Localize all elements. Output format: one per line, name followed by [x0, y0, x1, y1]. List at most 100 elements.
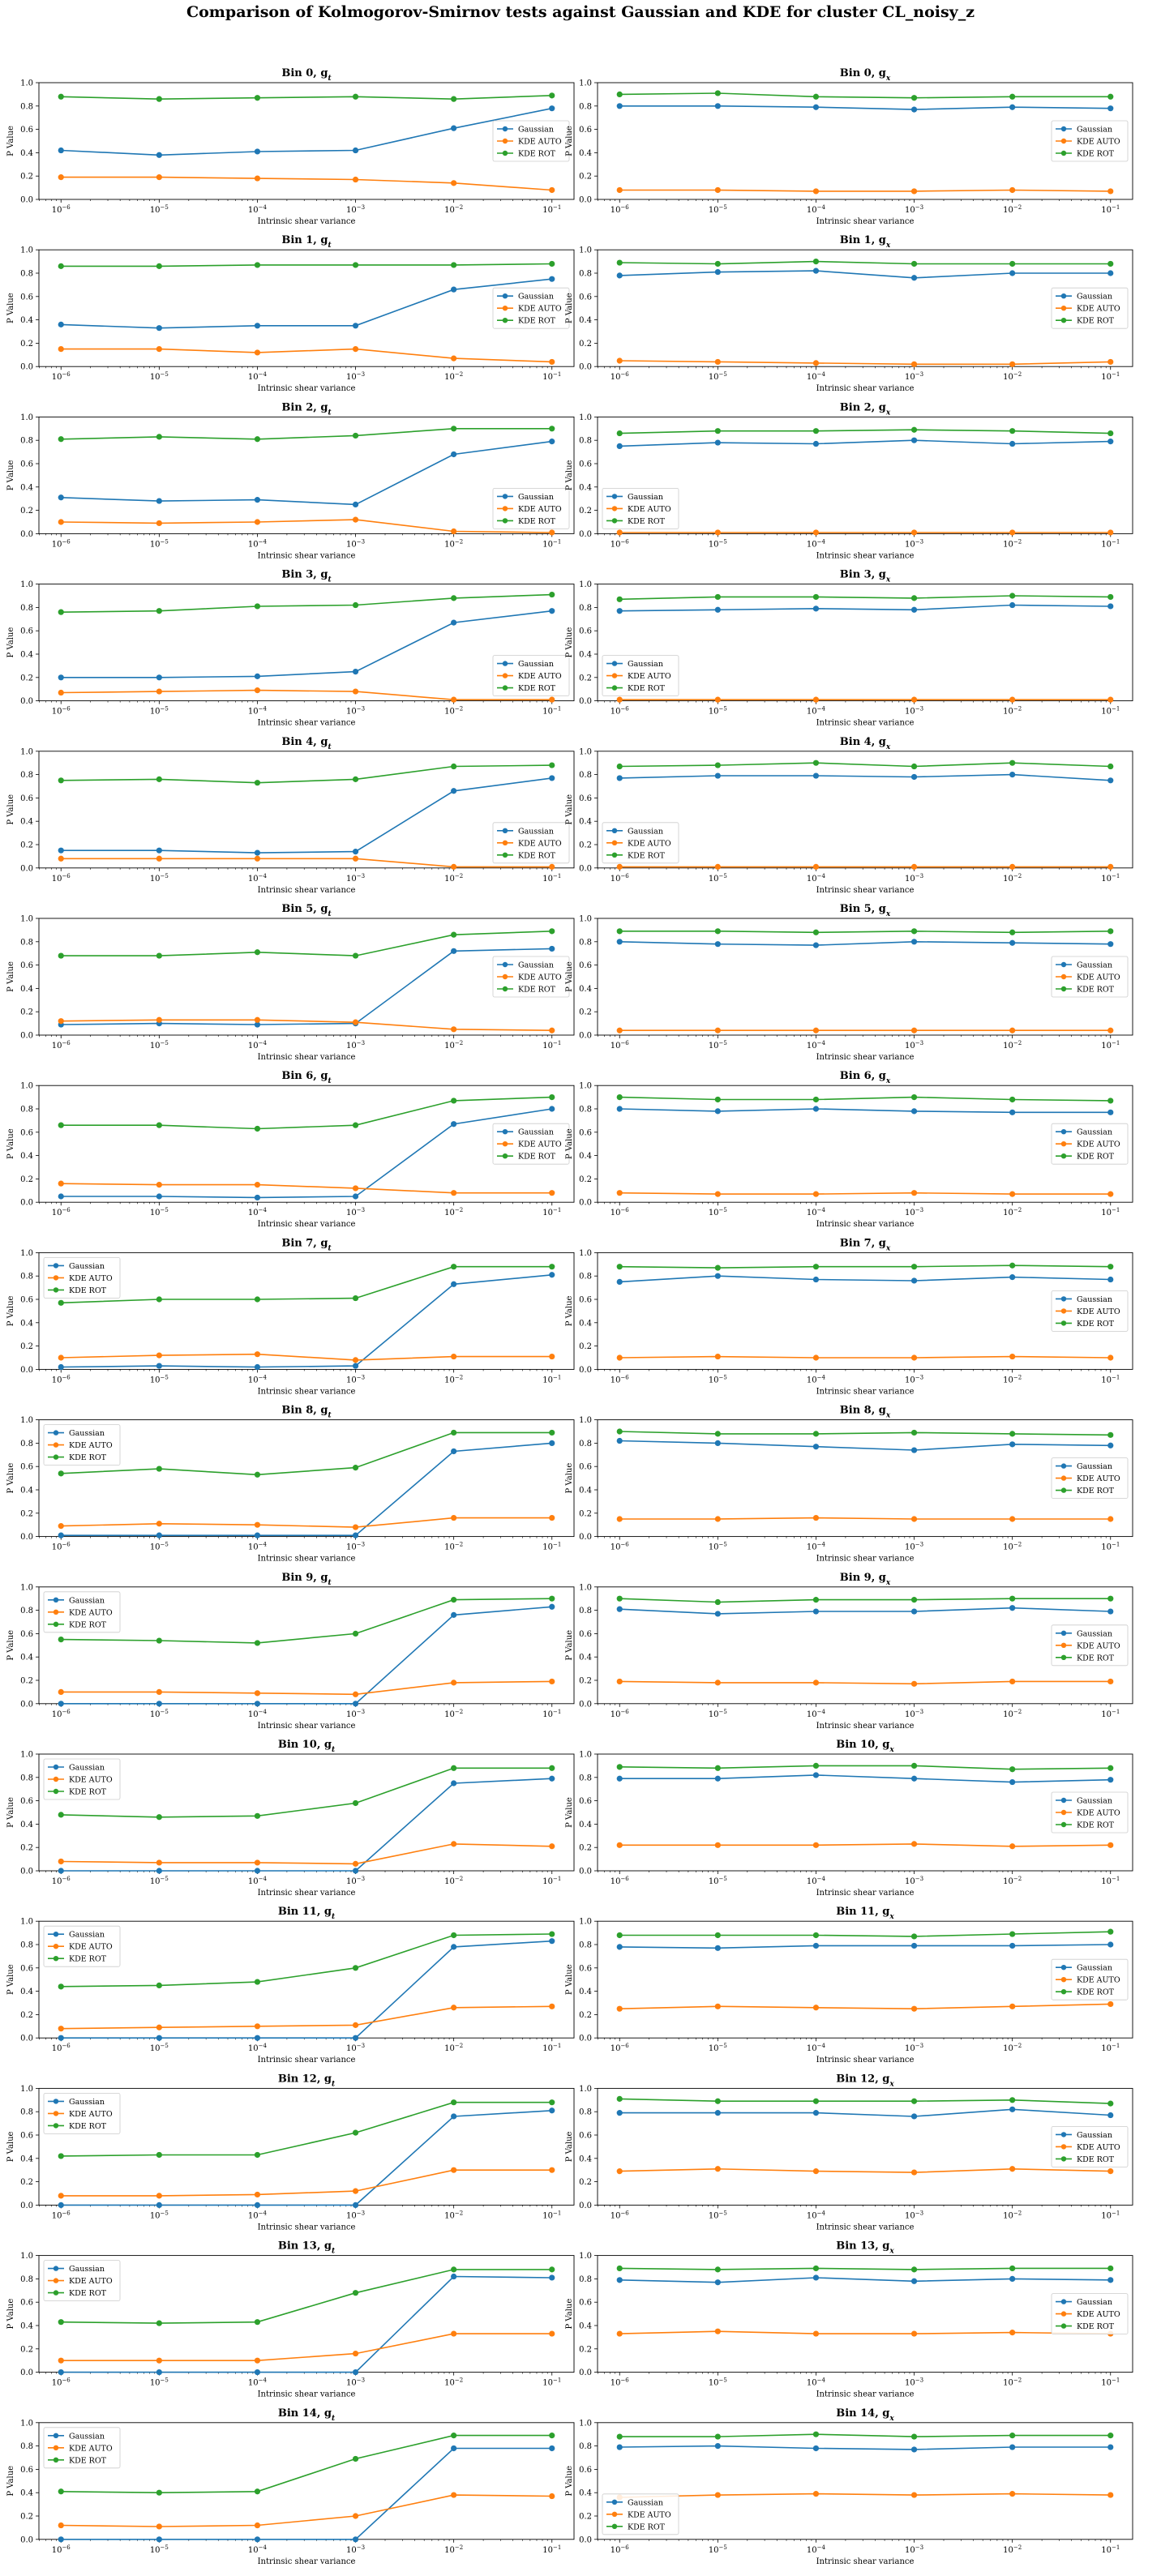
x-tick-label: 10−2 — [444, 2544, 463, 2555]
data-point — [549, 2330, 555, 2337]
y-tick-label: 0.6 — [579, 1296, 592, 1305]
legend-label: KDE AUTO — [1077, 1641, 1120, 1650]
data-point — [451, 1190, 457, 1196]
data-point — [58, 855, 64, 862]
data-point — [714, 358, 721, 366]
legend-marker — [53, 2445, 59, 2450]
legend-label: Gaussian — [69, 1596, 105, 1605]
legend-label: KDE AUTO — [69, 1608, 113, 1617]
data-point — [156, 855, 162, 862]
legend-label: KDE AUTO — [628, 672, 671, 681]
series-line — [619, 1192, 1111, 1195]
data-point — [451, 180, 457, 186]
data-point — [156, 2489, 162, 2496]
legend: Gaussian KDE AUTO KDE ROT — [43, 2092, 121, 2134]
legend-label: Gaussian — [69, 1931, 105, 1940]
legend-marker — [1060, 986, 1067, 992]
y-tick-label: 0.0 — [20, 1366, 33, 1375]
legend-marker — [502, 1141, 508, 1147]
subplot-title: Bin 13, gx — [836, 2240, 894, 2256]
data-point — [910, 2433, 918, 2440]
data-point — [58, 321, 64, 327]
y-tick-label: 1.0 — [20, 1249, 33, 1258]
y-tick-label: 0.8 — [20, 2442, 33, 2451]
y-tick-label: 0.8 — [20, 771, 33, 780]
data-point — [156, 1182, 162, 1188]
data-point — [352, 1019, 359, 1025]
y-tick-label: 0.0 — [579, 2202, 592, 2210]
data-point — [910, 1429, 918, 1436]
data-point — [1009, 1262, 1016, 1269]
data-point — [58, 346, 64, 353]
x-tick-label: 10−2 — [444, 1542, 463, 1552]
y-tick-label: 0.0 — [579, 1366, 592, 1375]
legend: Gaussian KDE AUTO KDE ROT — [492, 956, 570, 998]
series-line — [619, 360, 1111, 366]
legend-marker — [1060, 1141, 1067, 1147]
plot-frame — [597, 2422, 1133, 2540]
data-point — [714, 1516, 721, 1522]
x-tick-label: 10−2 — [1003, 1876, 1022, 1886]
series-line — [61, 764, 552, 784]
series-line — [619, 1440, 1111, 1451]
legend-label: Gaussian — [69, 2432, 105, 2441]
x-tick-label: 10−5 — [709, 1542, 727, 1552]
x-tick-label: 10−3 — [905, 2210, 923, 2220]
data-point — [254, 1979, 261, 1985]
data-point — [616, 1027, 623, 1033]
x-tick-label: 10−6 — [610, 1709, 630, 1719]
y-tick-label: 0.2 — [20, 340, 33, 349]
data-point — [58, 2026, 64, 2032]
legend: Gaussian KDE AUTO KDE ROT — [43, 2427, 121, 2469]
legend-label: Gaussian — [518, 126, 554, 135]
data-point — [1009, 1516, 1016, 1522]
y-tick-label: 0.6 — [20, 1630, 33, 1639]
legend-box — [492, 120, 570, 162]
data-point — [254, 2369, 261, 2376]
x-tick-label: 10−4 — [807, 1876, 826, 1886]
legend-marker — [502, 306, 508, 311]
subplot-title: Bin 6, gt — [281, 1070, 332, 1085]
legend-label: KDE ROT — [518, 1153, 556, 1162]
data-point — [156, 1868, 162, 1874]
subplot: Bin 9, gt 0.0 0.2 0.4 0.6 0.8 1.0 10−6 10−5 10−4 1… — [6, 1572, 575, 1731]
series-line — [619, 2167, 1111, 2173]
data-point — [254, 1021, 261, 1028]
x-tick-label: 10−5 — [709, 2210, 727, 2220]
y-tick-label: 0.4 — [20, 1319, 33, 1328]
y-tick-label: 0.6 — [579, 1630, 592, 1639]
y-tick-label: 0.6 — [579, 1128, 592, 1137]
data-point — [1009, 2166, 1016, 2172]
y-axis-label: P Value — [6, 1964, 15, 1995]
legend-marker — [502, 126, 508, 132]
data-point — [549, 696, 555, 703]
legend-label: Gaussian — [628, 827, 663, 836]
data-point — [812, 529, 820, 536]
y-axis-label: P Value — [565, 961, 574, 992]
x-axis-label: Intrinsic shear variance — [258, 1387, 356, 1396]
legend-label: KDE ROT — [1077, 1153, 1115, 1162]
data-point — [156, 325, 162, 332]
legend: Gaussian KDE AUTO KDE ROT — [1051, 1290, 1129, 1332]
y-tick-label: 0.4 — [579, 651, 592, 660]
data-point — [1009, 1353, 1016, 1360]
y-tick-label: 0.8 — [20, 938, 33, 947]
subplot-title: Bin 2, gt — [281, 401, 332, 417]
plot-frame — [597, 1252, 1133, 1370]
data-point — [616, 1932, 623, 1939]
data-point — [549, 1272, 555, 1278]
legend-label: Gaussian — [518, 293, 554, 302]
data-point — [451, 1680, 457, 1686]
data-point — [910, 595, 918, 601]
plot-frame — [38, 584, 575, 702]
legend-label: KDE ROT — [69, 2456, 107, 2465]
legend-marker — [1060, 1642, 1067, 1649]
y-tick-label: 0.4 — [20, 483, 33, 492]
y-tick-label: 0.6 — [20, 961, 33, 970]
data-point — [616, 2330, 623, 2337]
legend-marker — [611, 828, 618, 833]
subplot: Bin 6, gx 0.0 0.2 0.4 0.6 0.8 1.0 10−6 10−5 10−4 1… — [565, 1070, 1133, 1229]
data-point — [812, 1608, 820, 1615]
y-axis-label: P Value — [565, 1964, 574, 1995]
plot-frame — [597, 2255, 1133, 2373]
